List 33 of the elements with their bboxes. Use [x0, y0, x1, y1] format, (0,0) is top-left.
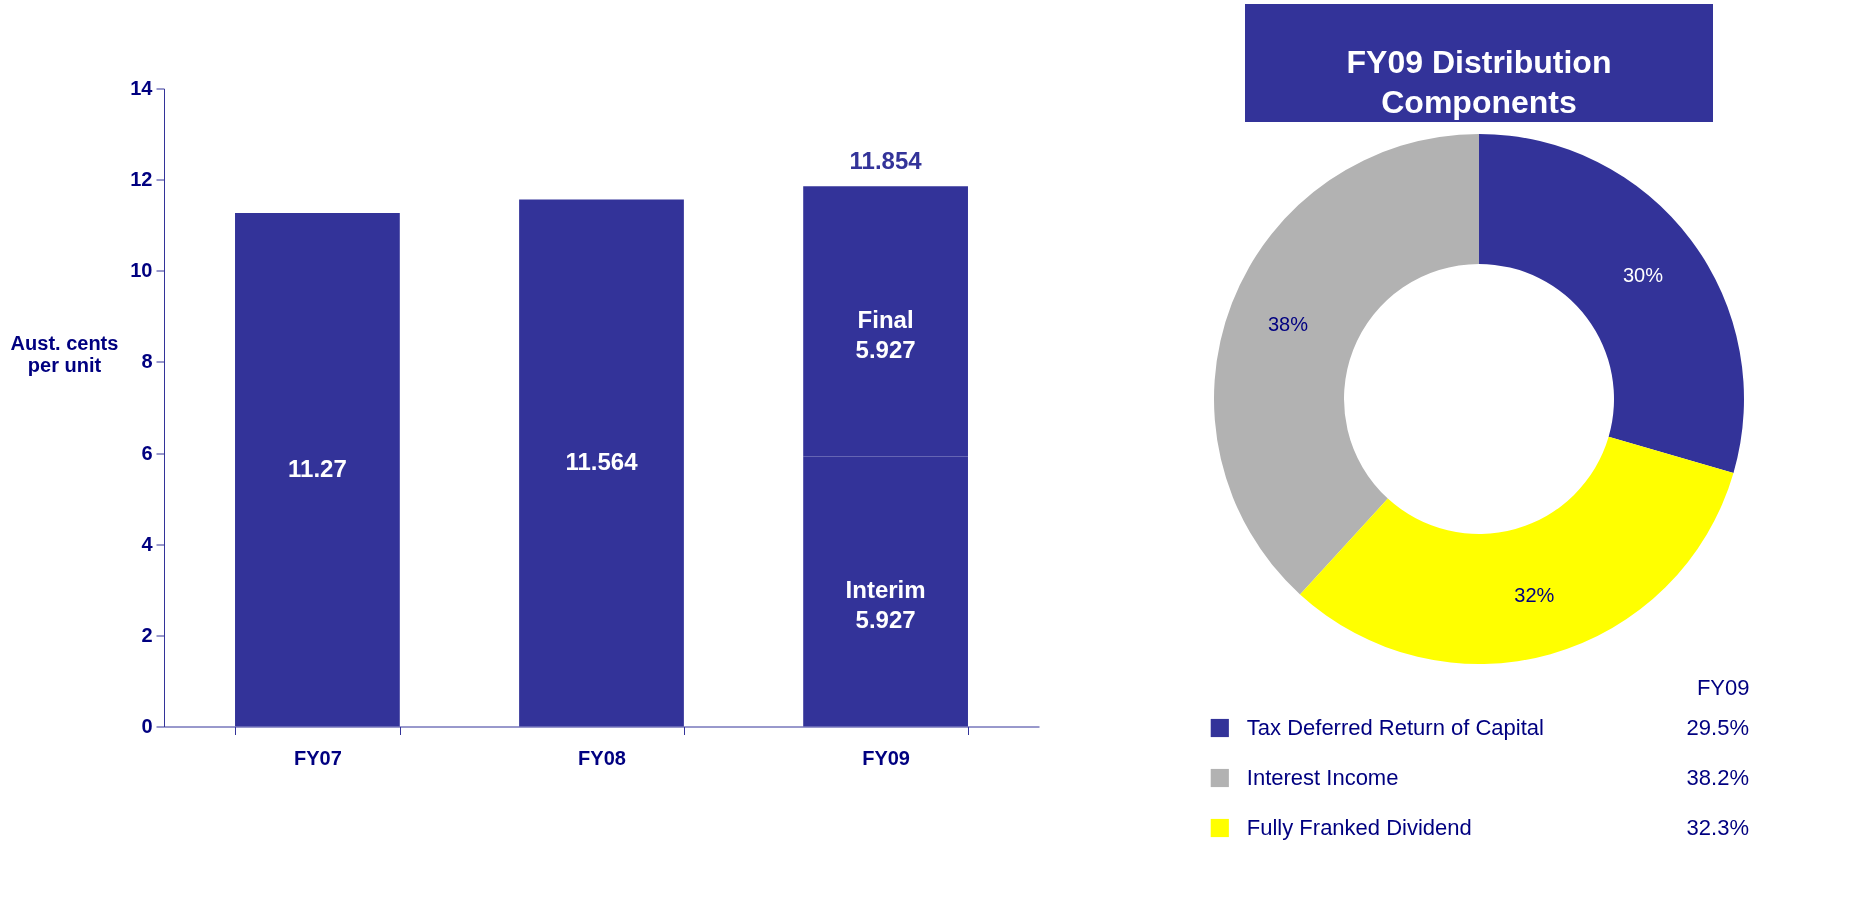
data-label: 32%	[1514, 584, 1555, 607]
y-tick-label: 2	[141, 623, 153, 646]
y-tick-label: 0	[141, 715, 153, 737]
text: 38.2%	[1686, 765, 1749, 790]
y-tick-label: 4	[141, 532, 154, 555]
data-label: 30%	[1622, 263, 1664, 286]
legend-label: Fully Franked Dividend	[1246, 815, 1472, 840]
legend-label: Tax Deferred Return of Capital	[1246, 715, 1544, 740]
series-label: Final	[857, 306, 914, 334]
donut-slice	[1479, 134, 1744, 473]
legend-title: FY09	[1696, 674, 1750, 700]
data-label: 5.927	[855, 606, 916, 634]
total-label: 11.854	[849, 147, 923, 175]
y-axis-title: Aust. cents per unit	[10, 332, 119, 376]
data-label: 11.27	[288, 454, 347, 482]
donut-slice	[1214, 134, 1479, 595]
donut-slice	[1300, 436, 1734, 664]
y-tick-label: 8	[141, 350, 153, 373]
data-label: 38%	[1267, 312, 1309, 335]
x-tick-label: FY09	[862, 747, 910, 769]
text: 32.3%	[1686, 815, 1749, 840]
data-label: 5.927	[855, 336, 916, 364]
chart-title: FY09 Distribution Components	[1346, 44, 1612, 120]
x-tick-label: FY07	[294, 747, 342, 769]
y-tick-label: 10	[130, 259, 153, 282]
text: 29.5%	[1686, 715, 1749, 740]
x-tick-label: FY08	[578, 747, 626, 769]
y-tick-label: 12	[130, 168, 153, 191]
y-tick-label: 6	[141, 441, 153, 464]
data-label: 11.564	[565, 448, 639, 476]
series-label: Interim	[845, 576, 926, 604]
y-tick-label: 14	[130, 77, 154, 99]
legend-label: Interest Income	[1246, 765, 1399, 790]
